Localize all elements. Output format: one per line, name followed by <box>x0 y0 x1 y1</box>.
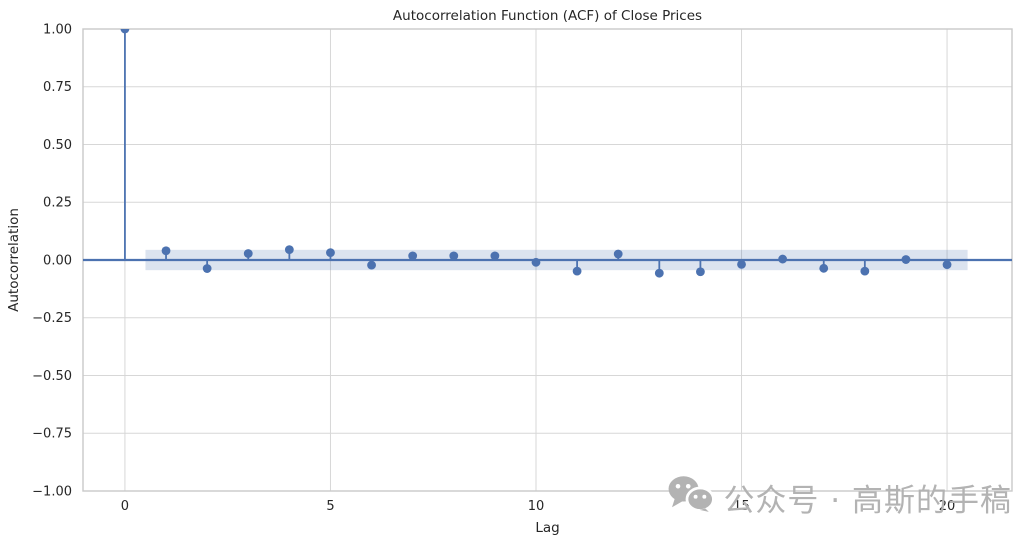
y-tick-label: 0.00 <box>43 253 72 268</box>
acf-marker <box>326 248 335 258</box>
acf-marker <box>284 245 294 255</box>
y-tick-label: −1.00 <box>32 484 72 499</box>
acf-marker <box>161 246 171 256</box>
y-tick-label: −0.50 <box>32 369 72 384</box>
acf-marker <box>367 260 376 270</box>
acf-marker <box>860 266 870 276</box>
x-tick-label: 10 <box>528 499 545 514</box>
chart-title: Autocorrelation Function (ACF) of Close … <box>392 8 703 24</box>
y-tick-label: −0.25 <box>32 311 72 326</box>
acf-marker <box>613 249 623 259</box>
y-tick-label: −0.75 <box>32 427 72 442</box>
acf-marker <box>202 264 212 273</box>
x-axis-label: Lag <box>535 520 560 536</box>
acf-marker <box>408 251 418 261</box>
acf-marker <box>531 257 541 267</box>
wechat-icon <box>668 475 716 520</box>
watermark: 公众号 · 高斯的手稿 <box>668 472 1012 522</box>
y-tick-label: 1.00 <box>43 22 72 37</box>
acf-marker <box>120 29 130 34</box>
acf-marker <box>490 251 500 261</box>
acf-marker <box>243 249 253 258</box>
x-tick-label: 20 <box>939 499 956 514</box>
x-tick-label: 5 <box>326 499 334 514</box>
x-tick-label: 15 <box>733 499 750 514</box>
y-tick-label: 0.25 <box>43 196 72 211</box>
acf-marker <box>696 267 705 277</box>
x-tick-label: 0 <box>121 499 129 514</box>
acf-marker <box>572 266 582 276</box>
y-axis-label: Autocorrelation <box>6 208 22 312</box>
acf-marker <box>778 254 788 264</box>
acf-marker <box>901 255 911 264</box>
acf-series <box>120 29 952 278</box>
watermark-text: 公众号 · 高斯的手稿 <box>723 482 1012 519</box>
acf-marker <box>737 259 746 269</box>
acf-marker <box>942 260 952 270</box>
y-tick-label: 0.75 <box>43 80 72 95</box>
acf-marker <box>819 263 829 273</box>
y-tick-label: 0.50 <box>43 138 72 153</box>
acf-marker <box>654 268 664 278</box>
acf-marker <box>449 251 459 261</box>
